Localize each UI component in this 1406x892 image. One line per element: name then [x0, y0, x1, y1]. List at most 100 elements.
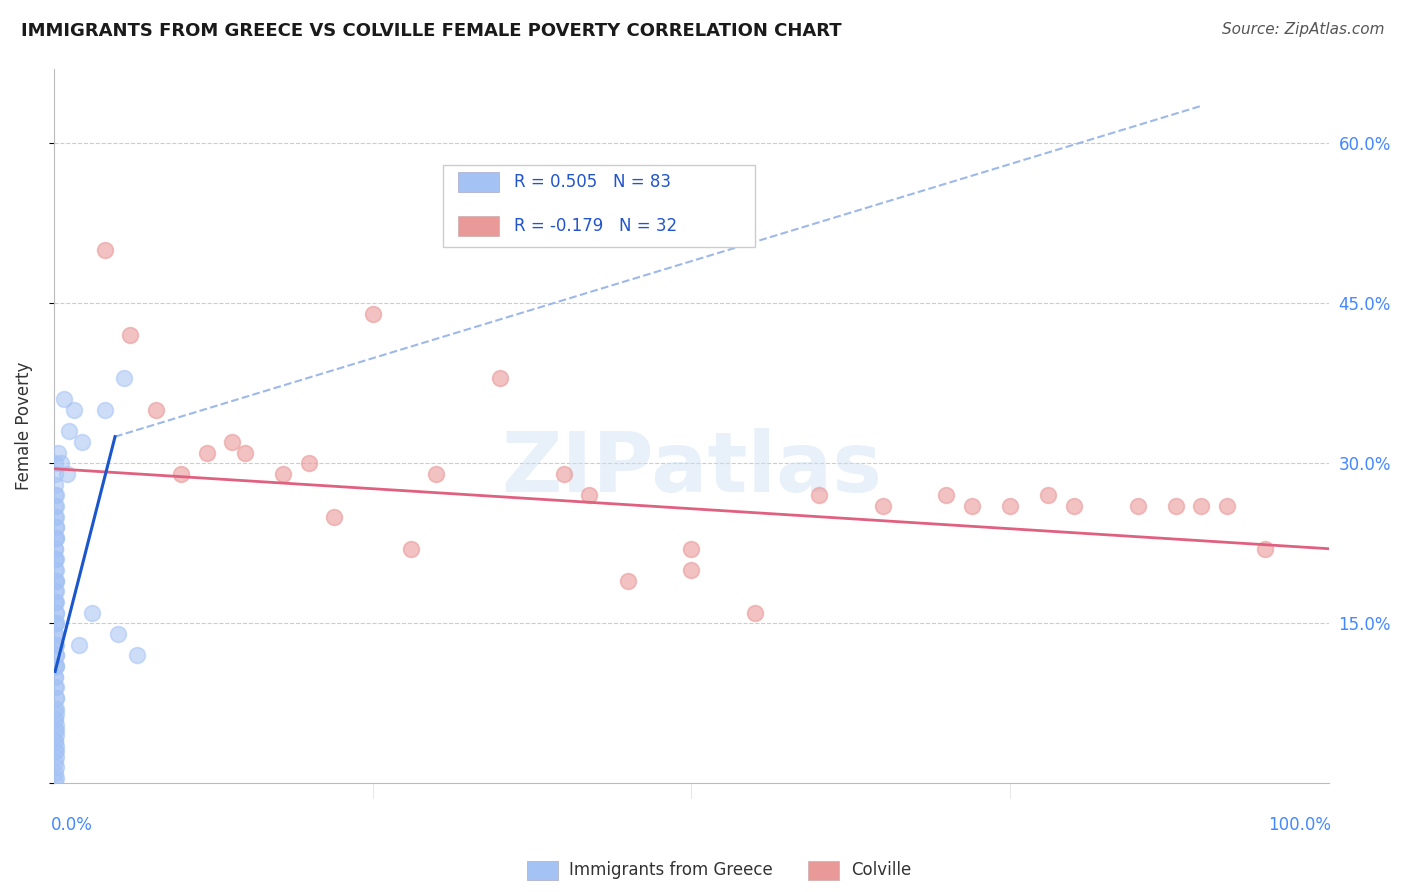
Point: [616, 574, 638, 588]
Point: [63, 403, 86, 417]
Text: Immigrants from Greece: Immigrants from Greece: [569, 861, 773, 879]
Point: [44, 713, 66, 727]
Point: [44, 638, 66, 652]
Point: [298, 456, 321, 470]
Point: [1254, 541, 1277, 556]
Point: [44, 755, 66, 769]
Point: [44, 584, 66, 599]
Point: [233, 445, 256, 459]
Point: [46, 445, 69, 459]
Point: [807, 488, 830, 502]
Point: [45, 707, 67, 722]
Point: [1063, 499, 1085, 513]
Point: [744, 606, 766, 620]
Point: [681, 563, 703, 577]
Text: R = -0.179   N = 32: R = -0.179 N = 32: [515, 217, 678, 235]
Point: [1189, 499, 1212, 513]
Text: 0.0%: 0.0%: [51, 815, 93, 834]
Point: [53, 392, 76, 407]
Point: [44, 456, 66, 470]
Point: [51, 456, 73, 470]
Text: Colville: Colville: [851, 861, 911, 879]
Point: [872, 499, 894, 513]
Point: [553, 467, 575, 481]
Point: [221, 435, 243, 450]
Point: [45, 606, 67, 620]
Point: [935, 488, 957, 502]
Point: [399, 541, 422, 556]
Point: [45, 659, 67, 673]
Point: [44, 744, 66, 758]
Point: [425, 467, 447, 481]
Point: [55, 467, 77, 481]
Text: 100.0%: 100.0%: [1268, 815, 1331, 834]
Point: [45, 552, 67, 566]
Point: [107, 627, 129, 641]
Point: [323, 509, 346, 524]
Point: [578, 488, 600, 502]
Point: [44, 670, 66, 684]
Point: [44, 509, 66, 524]
Point: [44, 595, 66, 609]
Point: [44, 541, 66, 556]
Point: [44, 467, 66, 481]
Point: [125, 648, 148, 663]
Point: [44, 670, 66, 684]
Point: [94, 243, 117, 257]
Point: [44, 734, 66, 748]
Point: [44, 713, 66, 727]
Point: [44, 734, 66, 748]
Point: [45, 584, 67, 599]
Text: R = 0.505   N = 83: R = 0.505 N = 83: [515, 173, 671, 191]
FancyBboxPatch shape: [443, 165, 755, 247]
Point: [45, 606, 67, 620]
Point: [44, 563, 66, 577]
Point: [45, 531, 67, 545]
Point: [44, 627, 66, 641]
Point: [45, 744, 67, 758]
Point: [44, 638, 66, 652]
Point: [94, 403, 117, 417]
Point: [45, 729, 67, 743]
Point: [45, 563, 67, 577]
Point: [45, 723, 67, 738]
Point: [45, 691, 67, 706]
Point: [45, 681, 67, 695]
Point: [44, 488, 66, 502]
Bar: [458, 216, 499, 235]
Point: [1164, 499, 1187, 513]
Point: [45, 488, 67, 502]
Point: [489, 371, 512, 385]
Text: ZIPatlas: ZIPatlas: [501, 428, 882, 509]
Point: [45, 648, 67, 663]
Bar: [458, 172, 499, 192]
Text: Source: ZipAtlas.com: Source: ZipAtlas.com: [1222, 22, 1385, 37]
Point: [45, 616, 67, 631]
Point: [45, 749, 67, 764]
Text: IMMIGRANTS FROM GREECE VS COLVILLE FEMALE POVERTY CORRELATION CHART: IMMIGRANTS FROM GREECE VS COLVILLE FEMAL…: [21, 22, 842, 40]
Point: [45, 574, 67, 588]
Point: [273, 467, 295, 481]
Point: [44, 627, 66, 641]
Point: [45, 499, 67, 513]
Point: [44, 765, 66, 780]
Point: [45, 718, 67, 732]
Point: [45, 509, 67, 524]
Point: [681, 541, 703, 556]
Point: [45, 616, 67, 631]
Point: [960, 499, 983, 513]
Point: [120, 328, 142, 343]
Point: [44, 541, 66, 556]
Point: [44, 552, 66, 566]
Point: [45, 648, 67, 663]
Point: [195, 445, 218, 459]
Point: [44, 681, 66, 695]
Point: [45, 691, 67, 706]
Point: [45, 771, 67, 785]
Point: [45, 520, 67, 534]
Point: [45, 702, 67, 716]
Point: [1038, 488, 1060, 502]
Point: [58, 425, 80, 439]
Y-axis label: Female Poverty: Female Poverty: [15, 362, 32, 491]
Point: [44, 595, 66, 609]
